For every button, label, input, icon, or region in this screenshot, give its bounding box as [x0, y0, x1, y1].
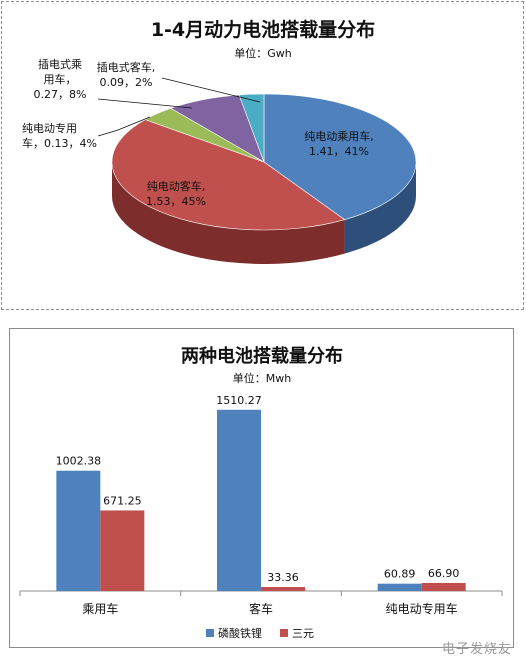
legend-label-2: 三元 [292, 627, 314, 640]
legend-swatch-2 [280, 629, 288, 637]
pie-label-bev-bus-line2: 1.53，45% [146, 195, 206, 208]
bar-value-label: 33.36 [267, 571, 299, 584]
pie-chart-panel: 1-4月动力电池搭载量分布 单位：Gwh 纯电动乘用车, 1.41，41% 纯电动客… [1, 1, 524, 310]
category-label: 纯电动专用车 [386, 601, 458, 616]
pie-slice-1 [263, 93, 417, 220]
pie-leader-line [97, 116, 151, 137]
pie-unit: 单位：Gwh [234, 46, 292, 60]
pie-slice-2 [111, 119, 346, 231]
pie-chart: 1-4月动力电池搭载量分布 单位：Gwh 纯电动乘用车, 1.41，41% 纯电动客… [22, 18, 417, 264]
bar-lfp-2 [217, 409, 261, 591]
pie-label-phev-bus-line2: 0.09，2% [100, 76, 153, 89]
bar-title: 两种电池搭载量分布 [181, 345, 343, 367]
bar-value-label: 1510.27 [216, 394, 262, 407]
pie-label-phev-passenger-line3: 0.27，8% [34, 88, 87, 101]
category-label: 乘用车 [82, 601, 118, 616]
pie-label-bev-special-line1: 纯电动专用 [22, 121, 77, 135]
legend-label-1: 磷酸铁锂 [218, 626, 262, 640]
bar-chart-panel: 两种电池搭载量分布 单位：Mwh 1002.38 671.25 乘用车 1510.27… [9, 328, 514, 648]
bar-lfp-1 [56, 470, 101, 591]
watermark-text: 电子发烧友 [441, 642, 512, 657]
bar-value-label: 671.25 [103, 494, 142, 507]
category-label: 客车 [249, 601, 273, 616]
pie-label-bev-bus-line1: 纯电动客车, [147, 179, 206, 193]
pie-slice-side [112, 162, 345, 264]
bar-chart: 两种电池搭载量分布 单位：Mwh 1002.38 671.25 乘用车 1510.27… [19, 345, 503, 640]
pie-slice-side [344, 162, 416, 254]
bar-value-label: 60.89 [384, 568, 416, 581]
pie-label-bev-passenger-line2: 1.41，41% [309, 145, 369, 158]
bar-ncm-2 [261, 586, 305, 591]
pie-title: 1-4月动力电池搭载量分布 [151, 18, 375, 41]
pie-slice-5 [238, 93, 265, 163]
pie-label-phev-passenger-line1: 插电式乘 [38, 57, 82, 71]
pie-leader-line [97, 98, 193, 109]
bar-lfp-3 [377, 583, 422, 591]
legend-swatch-1 [206, 629, 214, 637]
pie-leader-line [161, 77, 261, 103]
bar-ncm-1 [100, 510, 145, 591]
pie-label-phev-passenger-line2: 用车， [44, 72, 77, 86]
bar-unit: 单位：Mwh [233, 371, 291, 385]
bar-ncm-3 [421, 582, 466, 591]
bar-value-label: 1002.38 [56, 455, 102, 468]
pie-label-bev-special-line2: 车，0.13，4% [22, 136, 97, 150]
bar-value-label: 66.90 [428, 567, 460, 580]
pie-label-phev-bus-line1: 插电式客车, [97, 60, 156, 74]
pie-label-bev-passenger-line1: 纯电动乘用车, [304, 129, 374, 143]
